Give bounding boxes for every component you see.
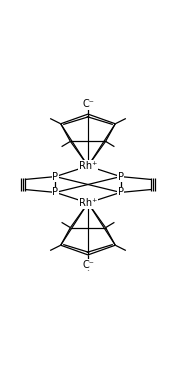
Text: P: P bbox=[118, 172, 124, 182]
Text: C⁻: C⁻ bbox=[82, 99, 94, 110]
Text: P: P bbox=[52, 187, 58, 197]
Text: P: P bbox=[118, 187, 124, 197]
Text: Rh⁺: Rh⁺ bbox=[79, 198, 97, 208]
Text: C⁻: C⁻ bbox=[82, 259, 94, 270]
Text: Rh⁺: Rh⁺ bbox=[79, 161, 97, 171]
Text: P: P bbox=[52, 172, 58, 182]
